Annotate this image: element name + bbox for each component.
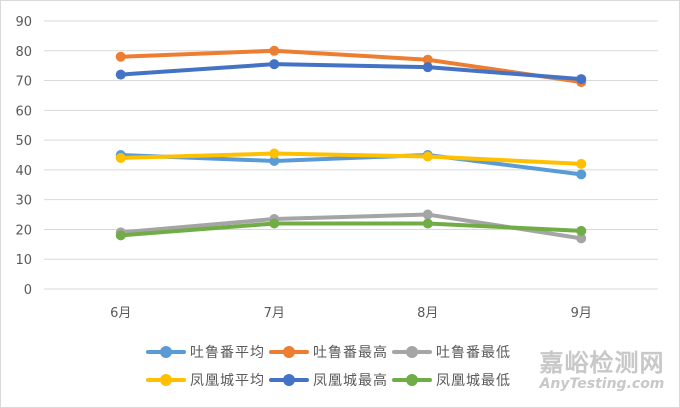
line-marker-icon <box>146 374 186 386</box>
data-point-marker[interactable] <box>422 209 433 220</box>
legend-label: 吐鲁番最低 <box>436 345 511 361</box>
legend-label: 吐鲁番最高 <box>313 345 388 361</box>
data-point-marker[interactable] <box>576 158 587 169</box>
data-point-marker[interactable] <box>576 233 587 244</box>
y-tick-label: 30 <box>15 194 32 209</box>
data-point-marker[interactable] <box>115 69 126 80</box>
legend-item-phoenix-max[interactable]: 凤凰城最高 <box>269 370 388 390</box>
y-tick-label: 10 <box>15 253 32 268</box>
x-tick-label: 7月 <box>264 306 285 321</box>
x-tick-label: 6月 <box>110 306 131 321</box>
legend-label: 凤凰城最高 <box>313 373 388 389</box>
legend-label: 凤凰城最低 <box>436 373 511 389</box>
data-point-marker[interactable] <box>115 230 126 241</box>
data-point-marker[interactable] <box>422 62 433 73</box>
x-tick-label: 8月 <box>417 306 438 321</box>
y-tick-label: 0 <box>24 283 32 298</box>
data-point-marker[interactable] <box>269 218 280 229</box>
line-marker-icon <box>392 374 432 386</box>
data-point-marker[interactable] <box>269 59 280 70</box>
legend: 吐鲁番平均 吐鲁番最高 吐鲁番最低 凤凰城平均 凤凰城最高 凤凰城最低 <box>146 338 566 394</box>
y-tick-label: 80 <box>15 45 32 60</box>
legend-item-turpan-min[interactable]: 吐鲁番最低 <box>392 342 511 362</box>
series-line <box>115 148 587 169</box>
legend-row-1: 吐鲁番平均 吐鲁番最高 吐鲁番最低 <box>146 338 566 366</box>
data-point-marker[interactable] <box>115 51 126 62</box>
line-marker-icon <box>392 346 432 358</box>
legend-label: 凤凰城平均 <box>190 373 265 389</box>
series-line <box>115 59 587 85</box>
data-point-marker[interactable] <box>422 54 433 65</box>
watermark-cn: 嘉峪检测网 <box>539 349 665 377</box>
y-tick-label: 40 <box>15 164 32 179</box>
gridlines <box>44 20 658 290</box>
x-tick-label: 9月 <box>571 306 592 321</box>
x-axis-ticks: 6月 7月 8月 9月 <box>110 306 592 321</box>
series-line <box>115 218 587 241</box>
legend-item-phoenix-avg[interactable]: 凤凰城平均 <box>146 370 265 390</box>
line-marker-icon <box>269 374 309 386</box>
data-point-marker[interactable] <box>576 225 587 236</box>
y-tick-label: 50 <box>15 134 32 149</box>
y-tick-label: 20 <box>15 223 32 238</box>
y-tick-label: 90 <box>15 15 32 30</box>
line-marker-icon <box>146 346 186 358</box>
legend-label: 吐鲁番平均 <box>190 345 265 361</box>
legend-row-2: 凤凰城平均 凤凰城最高 凤凰城最低 <box>146 366 566 394</box>
data-point-marker[interactable] <box>269 45 280 56</box>
legend-item-phoenix-min[interactable]: 凤凰城最低 <box>392 370 511 390</box>
data-point-marker[interactable] <box>422 218 433 229</box>
data-point-marker[interactable] <box>576 169 587 180</box>
data-point-marker[interactable] <box>576 74 587 85</box>
data-point-marker[interactable] <box>422 151 433 162</box>
legend-item-turpan-max[interactable]: 吐鲁番最高 <box>269 342 388 362</box>
data-point-marker[interactable] <box>115 152 126 163</box>
watermark: 嘉峪检测网 AnyTesting.com <box>532 350 672 392</box>
y-axis-ticks: 0 10 20 30 40 50 60 70 80 90 <box>15 15 32 298</box>
data-point-marker[interactable] <box>269 148 280 159</box>
data-point-marker[interactable] <box>269 155 280 166</box>
watermark-en: AnyTesting.com <box>539 376 665 392</box>
line-marker-icon <box>269 346 309 358</box>
y-tick-label: 60 <box>15 104 32 119</box>
y-tick-label: 70 <box>15 75 32 90</box>
legend-item-turpan-avg[interactable]: 吐鲁番平均 <box>146 342 265 362</box>
series-lines <box>115 45 587 244</box>
